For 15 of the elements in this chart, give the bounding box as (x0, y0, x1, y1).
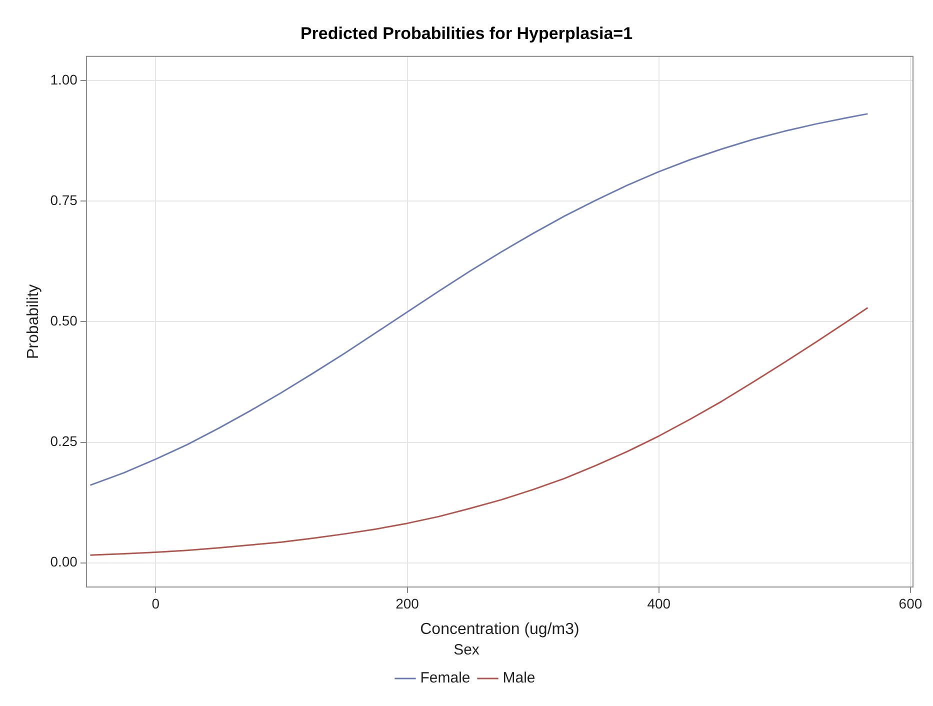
x-tick-label: 600 (898, 595, 922, 612)
x-tick-label: 0 (152, 595, 160, 612)
legend-label: Female (420, 670, 470, 687)
x-tick-label: 200 (396, 595, 420, 612)
y-tick-label: 0.00 (50, 554, 78, 570)
y-tick-label: 1.00 (50, 71, 78, 88)
chart-title: Predicted Probabilities for Hyperplasia=1 (300, 24, 633, 43)
legend-title: Sex (454, 642, 480, 659)
y-tick-label: 0.50 (50, 312, 78, 329)
y-axis-title: Probability (25, 284, 42, 360)
y-tick-label: 0.75 (50, 192, 78, 208)
x-tick-label: 400 (647, 595, 671, 612)
y-tick-label: 0.25 (50, 433, 78, 450)
x-axis-title: Concentration (ug/m3) (420, 620, 580, 638)
legend-label: Male (502, 670, 536, 687)
